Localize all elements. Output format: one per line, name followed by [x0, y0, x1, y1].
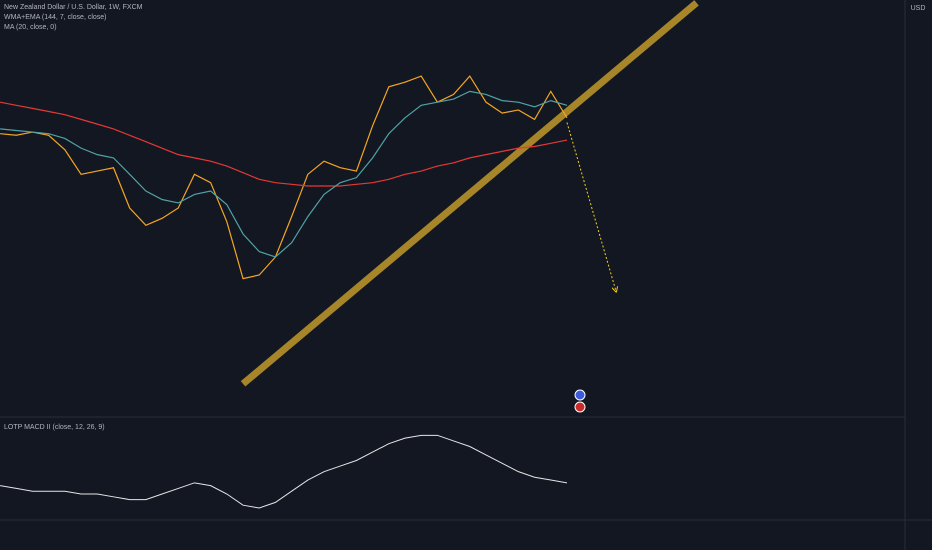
chart-title: New Zealand Dollar / U.S. Dollar, 1W, FX… — [4, 4, 143, 11]
indicator-label: MA (20, close, 0) — [4, 24, 57, 31]
event-icon[interactable] — [574, 401, 586, 413]
signal-line — [0, 434, 568, 509]
projection-arrow — [566, 122, 616, 290]
indicator-line — [0, 75, 568, 280]
trendline — [240, 0, 699, 387]
plot — [0, 0, 699, 509]
indicator-line — [0, 90, 568, 258]
currency-label: USD — [911, 5, 926, 12]
indicator-label: LOTP MACD II (close, 12, 26, 9) — [4, 424, 105, 431]
event-icon[interactable] — [574, 389, 586, 401]
indicator-label: WMA+EMA (144, 7, close, close) — [4, 14, 107, 21]
indicator-line — [0, 101, 568, 187]
